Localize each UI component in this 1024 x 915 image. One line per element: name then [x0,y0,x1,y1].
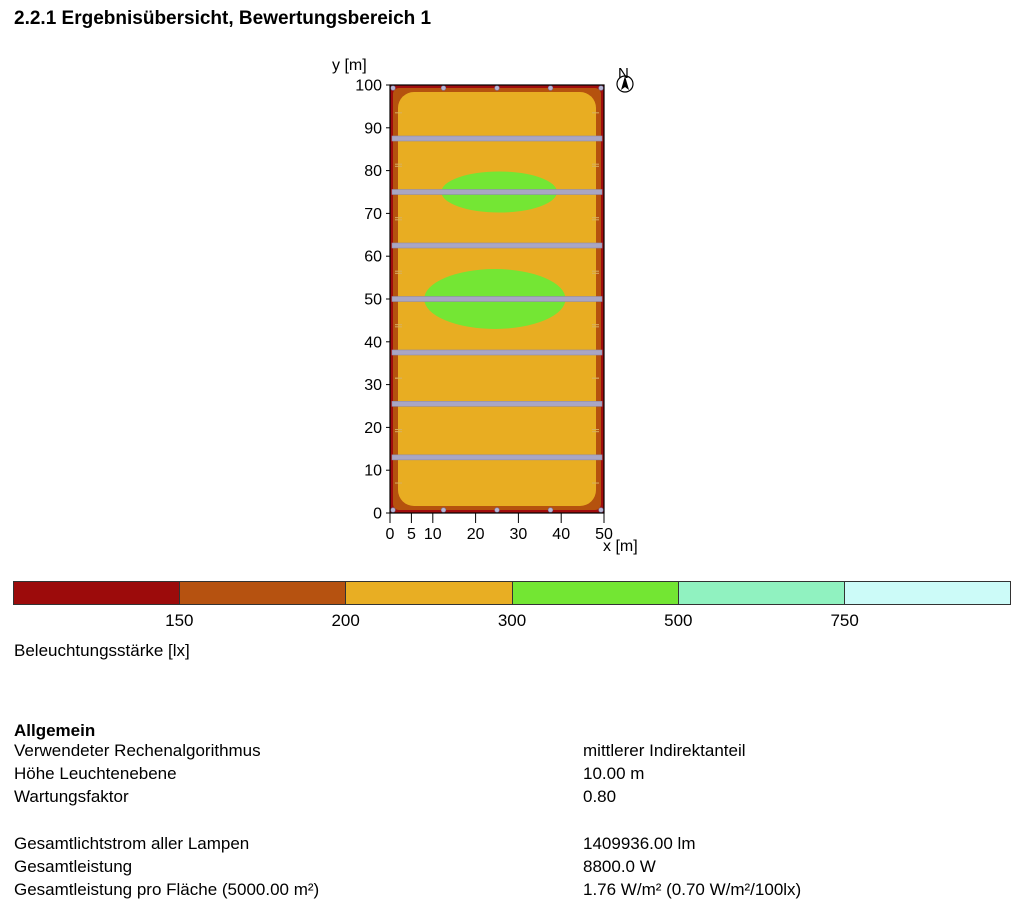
luminaire-row [391,454,603,461]
legend-label: Beleuchtungsstärke [lx] [14,641,190,660]
property-value: 1.76 W/m² (0.70 W/m²/100lx) [583,880,802,899]
legend-swatch [180,582,347,604]
legend-swatch [512,582,679,604]
legend-tick-label: 150 [165,611,194,630]
edge-luminaire [494,85,500,91]
property-value: 1409936.00 lm [583,834,696,853]
x-tick-label: 30 [510,526,528,543]
luminaire-row [391,401,603,407]
edge-luminaire [598,507,604,513]
y-axis: 0 10 20 30 40 50 60 70 80 90 100 [355,78,390,523]
edge-luminaire [494,507,500,513]
x-tick-label: 10 [424,526,442,543]
edge-luminaire [547,85,554,91]
legend-swatch [678,582,845,604]
edge-luminaire [390,85,396,91]
legend-swatch [844,582,1011,604]
plot-area [389,84,605,514]
x-tick-label: 50 [595,526,613,543]
x-tick-label: 0 [386,526,395,543]
edge-luminaire [440,507,447,513]
legend-tick-label: 500 [664,611,693,630]
y-tick-label: 60 [364,249,382,266]
y-axis-label: y [m] [332,57,367,74]
property-value: 8800.0 W [583,857,656,876]
y-tick-label: 70 [364,206,382,223]
luminaire-row [391,135,603,142]
property-label: Gesamtleistung pro Fläche (5000.00 m²) [14,880,320,899]
x-tick-label: 40 [552,526,570,543]
property-label: Gesamtlichtstrom aller Lampen [14,834,250,853]
luminaire-row [391,296,603,302]
y-tick-label: 90 [364,120,382,137]
y-tick-label: 80 [364,163,382,180]
property-label: Höhe Leuchtenebene [14,764,177,783]
edge-luminaire [598,85,604,91]
y-tick-label: 100 [355,78,382,95]
legend-swatch [346,582,513,604]
property-label: Gesamtleistung [14,857,133,876]
y-tick-label: 20 [364,420,382,437]
y-tick-label: 10 [364,463,382,480]
edge-luminaire [390,507,396,513]
legend-color-scale [13,581,1011,605]
x-axis-label: x [m] [603,538,638,555]
x-tick-label: 5 [407,526,416,543]
edge-luminaire [547,507,554,513]
edge-luminaire [440,85,447,91]
y-tick-label: 40 [364,334,382,351]
y-tick-label: 30 [364,377,382,394]
property-value: mittlerer Indirektanteil [583,741,746,760]
legend-swatch [14,582,181,604]
luminaire-row [391,242,603,249]
north-arrow-icon: N [616,65,634,93]
legend-tick-label: 200 [331,611,360,630]
property-value: 10.00 m [583,764,645,783]
x-tick-label: 20 [467,526,485,543]
property-label: Wartungsfaktor [14,787,129,806]
north-label: N [618,65,629,82]
legend-tick-label: 300 [497,611,527,630]
luminaire-row [391,189,603,195]
general-heading: Allgemein [14,721,96,740]
luminaire-row [391,349,603,356]
y-tick-label: 50 [364,292,382,309]
y-tick-label: 0 [373,506,382,523]
legend-tick-label: 750 [830,611,859,630]
property-label: Verwendeter Rechenalgorithmus [14,741,261,760]
property-value: 0.80 [583,787,617,806]
x-axis: 0 5 10 20 30 40 50 [386,513,613,543]
section-title: 2.2.1 Ergebnisübersicht, Bewertungsberei… [14,8,432,29]
